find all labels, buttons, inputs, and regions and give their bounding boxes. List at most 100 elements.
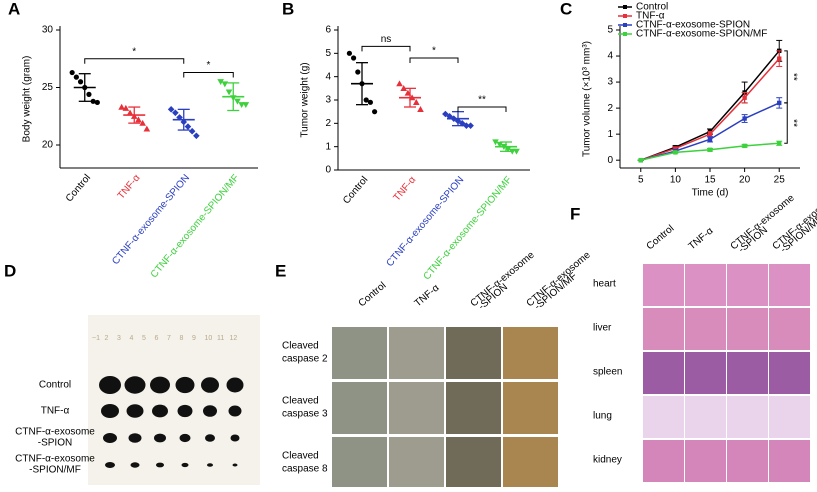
significance-bracket (784, 102, 788, 144)
x-tick-label: 20 (739, 175, 751, 186)
x-tick-label: Control (64, 173, 93, 205)
micrograph (643, 352, 684, 394)
micrograph (769, 264, 810, 306)
data-point (69, 69, 75, 76)
y-tick-label: 25 (42, 82, 54, 93)
micrograph (389, 437, 444, 489)
data-point (90, 98, 96, 104)
significance-bracket (84, 58, 185, 64)
row-label: Cleaved (282, 396, 319, 407)
micrograph (727, 440, 768, 482)
y-tick-label: 4 (607, 51, 613, 62)
data-point (707, 147, 713, 152)
tumor (201, 377, 219, 393)
x-tick-label: TNF-α (392, 174, 419, 203)
ruler-label: 4 (130, 335, 134, 342)
y-tick-label: 2 (325, 118, 331, 129)
significance-bracket (361, 45, 411, 52)
data-point (172, 109, 179, 117)
row-label: Cleaved (282, 341, 319, 352)
micrograph (503, 437, 558, 489)
micrograph (446, 382, 501, 434)
tumor (207, 463, 213, 467)
y-tick-label: 3 (607, 77, 613, 88)
significance-label: ** (788, 73, 799, 81)
data-point (118, 103, 125, 110)
tumor (126, 404, 144, 418)
data-point (367, 99, 373, 105)
y-tick-label: 6 (325, 25, 331, 36)
ruler-label: 6 (155, 335, 159, 342)
data-point (234, 98, 241, 105)
panel-label: D (4, 261, 16, 280)
data-point (463, 122, 470, 129)
data-point (777, 141, 782, 146)
data-point (351, 55, 357, 61)
data-point (184, 123, 192, 130)
data-point (73, 74, 79, 80)
row-label: Cleaved (282, 451, 319, 462)
data-point (135, 116, 142, 123)
ruler-label: 9 (192, 335, 196, 342)
data-point (77, 79, 84, 85)
panel-label: E (275, 261, 286, 280)
micrograph (727, 396, 768, 438)
column-label: Control (357, 280, 389, 309)
data-point (673, 150, 678, 155)
row-label: CTNF-α-exosome (15, 427, 95, 438)
y-axis-label: Tumor volume (×10³ mm³) (582, 41, 593, 157)
row-label: -SPION/MF (29, 465, 81, 476)
legend-label: Control (636, 2, 668, 13)
data-point (94, 99, 100, 106)
legend-label: CTNF-α-exosome-SPION (636, 20, 750, 31)
data-point (126, 109, 134, 116)
data-point (193, 132, 200, 140)
tumor (177, 404, 193, 418)
row-label: -SPION (38, 438, 72, 449)
y-tick-label: 2 (607, 103, 613, 114)
row-label: TNF-α (41, 406, 70, 417)
data-point (242, 102, 250, 109)
data-point (492, 139, 499, 146)
ruler-label: 7 (167, 335, 171, 342)
ruler-label: 2 (105, 335, 109, 342)
ruler-label: ~1 (92, 335, 100, 342)
row-label: lung (593, 411, 612, 422)
column-label: Control (645, 223, 677, 252)
tumor (152, 404, 168, 418)
data-point (467, 122, 474, 129)
significance-label: ** (788, 119, 799, 127)
micrograph (503, 382, 558, 434)
data-point (372, 109, 378, 115)
y-tick-label: 0 (325, 165, 331, 176)
tumor (228, 405, 242, 417)
tumor (175, 376, 195, 394)
micrograph (727, 308, 768, 350)
significance-label: * (432, 46, 436, 57)
row-label: kidney (593, 455, 622, 466)
tumor (101, 404, 119, 418)
x-tick-label: 10 (670, 175, 682, 186)
y-tick-label: 3 (325, 95, 331, 106)
panel-label: F (570, 204, 580, 223)
significance-bracket (183, 72, 234, 78)
tumor (154, 433, 166, 443)
tumor (99, 376, 121, 394)
ruler-label: 8 (180, 335, 184, 342)
y-tick-label: 5 (325, 48, 331, 59)
data-point (221, 81, 229, 88)
row-label: caspase 3 (282, 409, 328, 420)
micrograph (769, 440, 810, 482)
panel-label: A (8, 0, 20, 18)
tumor (156, 462, 164, 468)
micrograph (332, 437, 387, 489)
tumor (205, 434, 215, 442)
y-tick-label: 0 (607, 155, 613, 166)
micrograph (769, 308, 810, 350)
micrograph (769, 352, 810, 394)
x-tick-label: 5 (638, 175, 644, 186)
data-point (707, 131, 713, 137)
row-label: CTNF-α-exosome (15, 454, 95, 465)
tumor (179, 433, 191, 443)
